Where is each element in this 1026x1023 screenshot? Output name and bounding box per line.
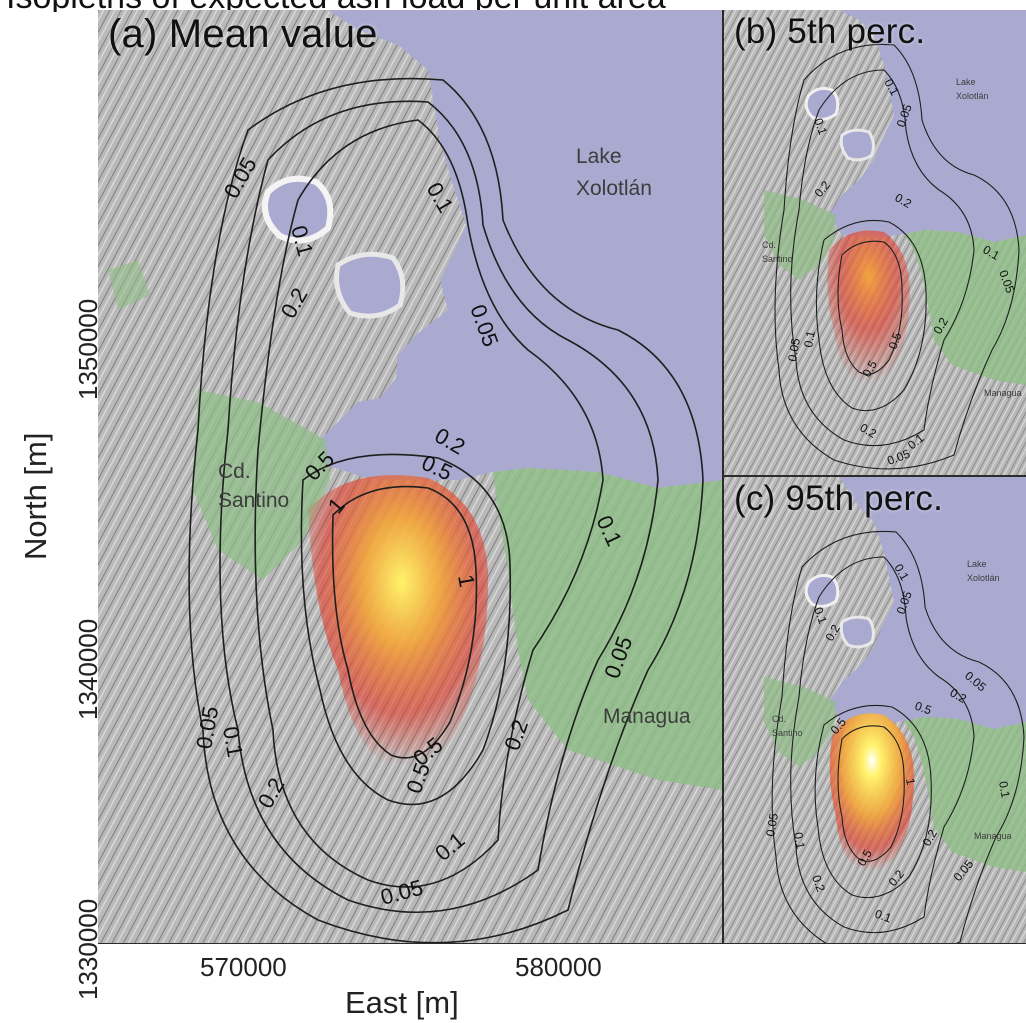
crater-lake-middle: [334, 251, 406, 319]
crater-lake-north: [262, 175, 334, 244]
isopleth-label: 0.2: [809, 873, 828, 894]
panel-a-map: 0.05 0.1 0.1 0.2 0.05 0.2 0.5 0.5 0.5 1 …: [98, 10, 723, 943]
frame-bottom: [98, 943, 1026, 944]
lake-xolotlan: [320, 10, 723, 488]
isopleth-label: 0.05: [763, 812, 781, 838]
isopleth-label: 1: [453, 573, 480, 589]
isopleth-label: 1: [903, 777, 918, 786]
place-labels: Lake Xolotlán Cd. Santino Managua: [772, 559, 1012, 841]
panel-c-title: (c) 95th perc.: [734, 479, 943, 518]
urban-area-managua: [493, 468, 723, 790]
place-label-managua: Managua: [984, 388, 1022, 398]
crater-lake-north: [804, 86, 840, 121]
place-label-lake: Lake: [956, 77, 976, 87]
x-axis-title: East [m]: [345, 985, 459, 1020]
panel-b-5th-percentile: 0.1 0.1 0.05 0.2 0.2 0.1 0.05 0.05 0.1 0…: [724, 10, 1026, 475]
panel-c-map: 0.1 0.2 0.1 0.05 0.2 0.5 0.5 1 0.05 0.1 …: [724, 477, 1026, 943]
x-tick-570000: 570000: [200, 952, 287, 982]
place-label-santino: Santino: [218, 489, 289, 512]
urban-patch-west: [108, 260, 150, 310]
place-labels: Lake Xolotlán Cd. Santino Managua: [218, 145, 691, 728]
place-label-santino: Santino: [762, 254, 793, 264]
ash-load-heat: [308, 475, 489, 772]
place-label-lake: Lake: [576, 145, 622, 168]
place-label-managua: Managua: [603, 705, 691, 728]
isopleth-label: 0.1: [811, 605, 830, 626]
isopleth-label: 0.1: [873, 907, 894, 926]
place-label-santino: Santino: [772, 728, 803, 738]
place-label-cd: Cd.: [218, 460, 251, 483]
isopleth-label: 0.5: [913, 699, 934, 718]
isopleth-label: 0.1: [791, 831, 808, 850]
urban-area-santino: [764, 190, 836, 280]
panel-c-95th-percentile: 0.1 0.2 0.1 0.05 0.2 0.5 0.5 1 0.05 0.1 …: [724, 477, 1026, 943]
place-label-xolotlan: Xolotlán: [967, 573, 1000, 583]
ash-load-heat: [827, 230, 910, 385]
x-tick-580000: 580000: [515, 952, 602, 982]
panel-b-title: (b) 5th perc.: [734, 12, 926, 51]
place-label-lake: Lake: [967, 559, 987, 569]
frame-divider-vertical: [722, 10, 724, 943]
isopleth-label: 0.1: [811, 116, 830, 137]
ash-load-heat: [829, 713, 914, 872]
urban-area-managua: [904, 230, 1026, 385]
isopleth-label: 0.05: [785, 337, 803, 363]
isopleth-label: 0.1: [996, 780, 1013, 799]
y-axis-title: North [m]: [18, 432, 53, 560]
y-tick-1330000: 1330000: [73, 898, 103, 1000]
lake-xolotlan: [829, 477, 1026, 729]
y-tick-1350000: 1350000: [73, 298, 103, 400]
place-label-cd: Cd.: [772, 714, 786, 724]
isopleth-lines: [188, 77, 704, 943]
isopleth-label: 0.1: [218, 725, 248, 759]
crater-lake-north: [804, 573, 840, 608]
place-label-managua: Managua: [974, 831, 1012, 841]
frame-divider-horizontal: [724, 475, 1026, 477]
isopleth-lines: [771, 530, 1025, 943]
crater-lake-middle: [839, 128, 875, 162]
figure-caption-fragment: Isopleths of expected ash load per unit …: [0, 0, 1026, 12]
place-labels: Lake Xolotlán Cd. Santino Managua: [762, 77, 1022, 398]
panel-a-mean-value: 0.05 0.1 0.1 0.2 0.05 0.2 0.5 0.5 0.5 1 …: [98, 10, 723, 943]
place-label-cd: Cd.: [762, 240, 776, 250]
panel-b-map: 0.1 0.1 0.05 0.2 0.2 0.1 0.05 0.05 0.1 0…: [724, 10, 1026, 475]
lake-xolotlan: [829, 10, 1026, 242]
place-label-xolotlan: Xolotlán: [956, 91, 989, 101]
y-tick-1340000: 1340000: [73, 618, 103, 720]
panel-a-title: (a) Mean value: [108, 12, 378, 56]
isopleth-labels: 0.1 0.2 0.1 0.05 0.2 0.5 0.5 1 0.05 0.1 …: [763, 562, 1013, 926]
isopleth-label: 0.1: [801, 329, 818, 348]
urban-area-managua: [904, 717, 1026, 872]
isopleth-lines: [774, 43, 1020, 470]
crater-lake-middle: [839, 615, 875, 649]
place-label-xolotlan: Xolotlán: [576, 177, 652, 200]
isopleth-label: 0.5: [886, 330, 905, 351]
